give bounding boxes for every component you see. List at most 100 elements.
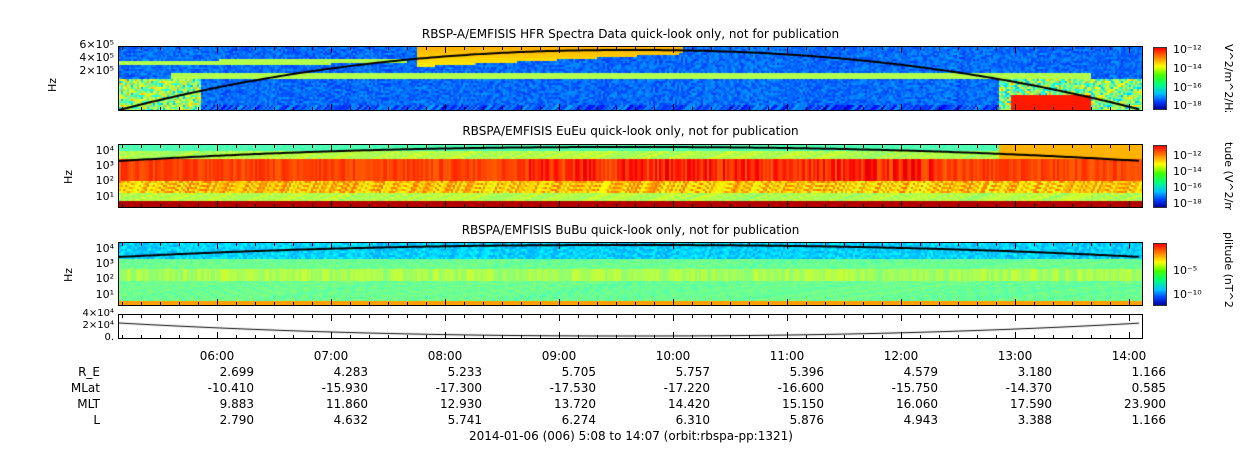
x-tick-mark: [996, 302, 997, 306]
x-tick-mark: [331, 299, 332, 306]
x-tick-mark: [597, 204, 598, 208]
x-tick-mark: [426, 314, 427, 318]
x-tick-mark: [825, 107, 826, 111]
x-tick-mark: [673, 242, 674, 249]
x-tick-mark: [673, 46, 674, 53]
x-tick-mark: [692, 242, 693, 246]
ephemeris-value: 1.166: [1131, 413, 1166, 427]
x-tick-mark: [635, 107, 636, 111]
x-tick-mark: [483, 314, 484, 318]
x-tick-mark: [844, 144, 845, 148]
x-tick-mark: [616, 314, 617, 318]
x-tick-mark: [977, 107, 978, 111]
x-tick-mark: [179, 302, 180, 306]
ephemeris-value: 9.883: [219, 397, 254, 411]
x-tick-mark: [1110, 314, 1111, 318]
x-tick-mark: [369, 314, 370, 318]
x-tick-mark: [578, 314, 579, 318]
cbar-tick: 10⁻¹²: [1173, 149, 1202, 162]
x-tick-mark: [863, 314, 864, 318]
x-tick-mark: [179, 335, 180, 339]
x-tick-mark: [502, 144, 503, 148]
x-tick-mark: [654, 242, 655, 246]
x-tick-mark: [1129, 314, 1130, 321]
ephemeris-value: 4.943: [903, 413, 938, 427]
x-tick-mark: [236, 242, 237, 246]
x-tick-mark: [635, 302, 636, 306]
ephemeris-value: 17.590: [1010, 397, 1052, 411]
x-tick-mark: [939, 144, 940, 148]
x-tick-mark: [958, 335, 959, 339]
x-tick-mark: [1091, 144, 1092, 148]
x-tick-mark: [825, 144, 826, 148]
x-tick-mark: [711, 242, 712, 246]
y-tick: 10¹: [95, 190, 114, 203]
x-tick-mark: [445, 242, 446, 249]
x-tick-mark: [483, 107, 484, 111]
ephemeris-value: 5.741: [447, 413, 482, 427]
x-tick-mark: [1053, 314, 1054, 318]
x-tick-mark: [1110, 144, 1111, 148]
x-tick-mark: [312, 242, 313, 246]
x-tick-mark: [559, 104, 560, 111]
x-tick-mark: [1034, 204, 1035, 208]
x-tick-mark: [1053, 204, 1054, 208]
panel1-ylabel: Hz: [46, 77, 59, 92]
y-tick: 4×10⁵: [79, 51, 114, 64]
x-tick-mark: [1091, 302, 1092, 306]
x-tick-mark: [502, 242, 503, 246]
x-tick-mark: [863, 107, 864, 111]
x-tick-mark: [217, 46, 218, 53]
x-tick-mark: [350, 204, 351, 208]
x-tick-mark: [274, 335, 275, 339]
x-tick-mark: [578, 335, 579, 339]
x-tick-mark: [711, 46, 712, 50]
x-tick-mark: [464, 314, 465, 318]
x-tick-mark: [578, 144, 579, 148]
ephemeris-value: 0.585: [1131, 381, 1166, 395]
x-tick-mark: [806, 204, 807, 208]
x-tick-mark: [863, 335, 864, 339]
ephemeris-value: -17.530: [549, 381, 596, 395]
x-tick-mark: [882, 107, 883, 111]
x-tick-mark: [217, 242, 218, 249]
x-tick-mark: [540, 314, 541, 318]
x-tick-mark: [901, 46, 902, 53]
x-tick-mark: [920, 242, 921, 246]
x-tick-mark: [1072, 335, 1073, 339]
ephemeris-value: 5.757: [675, 365, 710, 379]
x-tick-mark: [1110, 335, 1111, 339]
x-tick-label: 06:00: [199, 349, 235, 363]
x-tick-mark: [635, 314, 636, 318]
x-tick-mark: [559, 332, 560, 339]
x-tick-mark: [597, 46, 598, 50]
y-tick: 10⁴: [95, 144, 114, 157]
x-tick-mark: [502, 314, 503, 318]
x-tick-mark: [407, 335, 408, 339]
x-tick-mark: [407, 204, 408, 208]
x-tick-mark: [787, 201, 788, 208]
x-tick-mark: [388, 242, 389, 246]
x-tick-mark: [1091, 242, 1092, 246]
x-tick-mark: [198, 204, 199, 208]
x-tick-mark: [616, 242, 617, 246]
x-tick-mark: [350, 302, 351, 306]
x-tick-mark: [882, 335, 883, 339]
x-tick-mark: [426, 302, 427, 306]
x-tick-mark: [1072, 107, 1073, 111]
x-tick-mark: [996, 107, 997, 111]
x-tick-mark: [274, 107, 275, 111]
x-tick-mark: [1053, 242, 1054, 246]
x-tick-mark: [236, 107, 237, 111]
x-tick-label: 07:00: [313, 349, 349, 363]
x-tick-mark: [1129, 299, 1130, 306]
ephemeris-value: 4.579: [903, 365, 938, 379]
x-tick-mark: [597, 242, 598, 246]
x-tick-mark: [255, 46, 256, 50]
x-tick-mark: [730, 107, 731, 111]
x-tick-mark: [1015, 242, 1016, 249]
x-tick-mark: [521, 302, 522, 306]
x-tick-mark: [1034, 107, 1035, 111]
x-tick-mark: [692, 46, 693, 50]
y-tick: 2×10⁴: [82, 320, 114, 331]
